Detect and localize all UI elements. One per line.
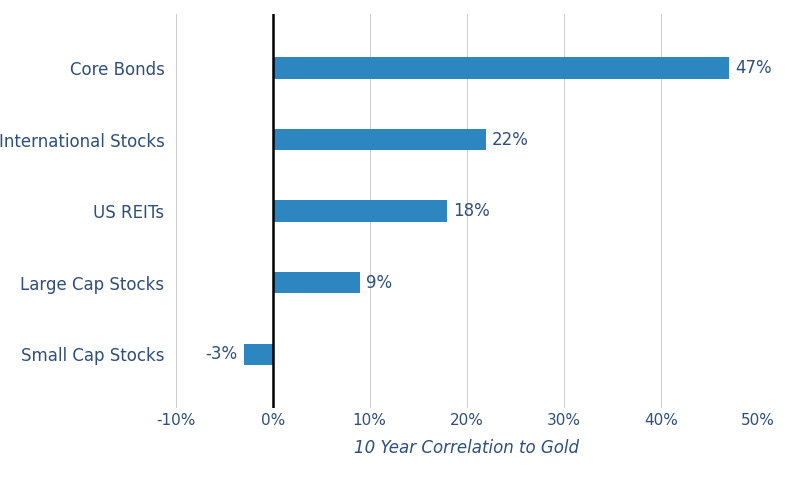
- Bar: [273, 129, 486, 150]
- X-axis label: 10 Year Correlation to Gold: 10 Year Correlation to Gold: [354, 439, 579, 457]
- Text: -3%: -3%: [206, 345, 238, 363]
- Bar: [273, 201, 448, 222]
- Text: 18%: 18%: [453, 202, 490, 220]
- Text: 22%: 22%: [492, 131, 529, 149]
- Bar: [273, 272, 360, 293]
- Text: 9%: 9%: [365, 274, 392, 292]
- Bar: [243, 344, 273, 365]
- Text: 47%: 47%: [735, 59, 772, 77]
- Bar: [273, 57, 729, 79]
